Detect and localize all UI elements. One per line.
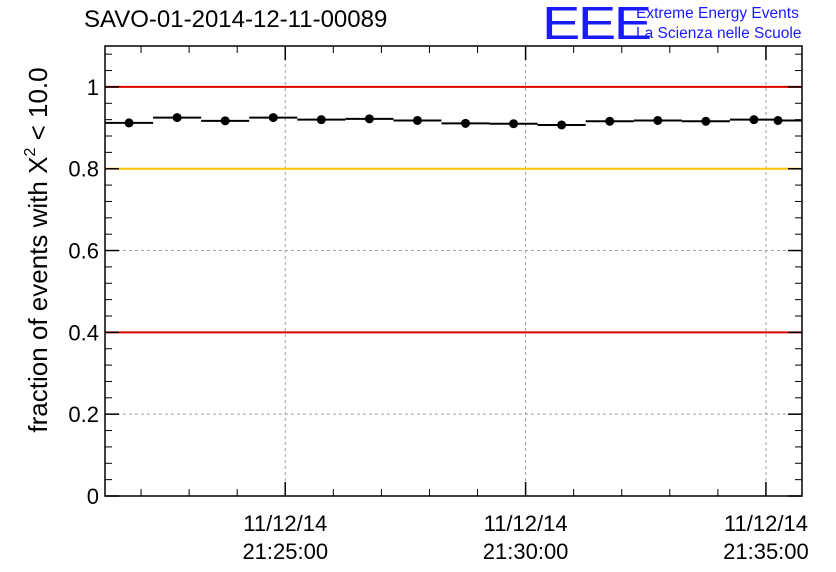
data-point <box>749 115 759 125</box>
chart-title: SAVO-01-2014-12-11-00089 <box>84 6 388 33</box>
data-point <box>509 119 519 129</box>
data-point <box>773 115 783 125</box>
x-tick-label-date: 11/12/14 <box>724 511 808 536</box>
y-tick-label: 1 <box>87 75 99 100</box>
data-point <box>412 115 422 125</box>
logo-line-2: La Scienza nelle Scuole <box>636 25 802 42</box>
data-point <box>124 118 134 128</box>
logo-mark: EEE <box>542 0 652 49</box>
x-tick-label-time: 21:25:00 <box>242 539 328 564</box>
data-point <box>653 115 663 125</box>
data-point <box>364 114 374 124</box>
data-point <box>172 113 182 123</box>
y-tick-label: 0.4 <box>68 320 99 345</box>
plot-area <box>105 46 802 496</box>
data-point <box>557 120 567 130</box>
eee-logo: EEE Extreme Energy Events La Scienza nel… <box>542 0 832 49</box>
logo-line-1: Extreme Energy Events <box>636 5 799 22</box>
data-point <box>701 116 711 126</box>
x-tick-label-time: 21:30:00 <box>483 539 569 564</box>
y-tick-label: 0.6 <box>68 239 99 264</box>
data-point <box>605 116 615 126</box>
y-tick-label: 0.2 <box>68 402 99 427</box>
x-tick-label-date: 11/12/14 <box>484 511 568 536</box>
y-tick-label: 0 <box>87 484 99 509</box>
data-point <box>268 113 278 123</box>
data-point <box>461 118 471 128</box>
x-tick-label-date: 11/12/14 <box>243 511 327 536</box>
plot-frame <box>104 45 803 497</box>
data-point <box>316 115 326 125</box>
x-tick-label-time: 21:35:00 <box>723 539 809 564</box>
y-tick-label: 0.8 <box>68 157 99 182</box>
data-point <box>220 116 230 126</box>
